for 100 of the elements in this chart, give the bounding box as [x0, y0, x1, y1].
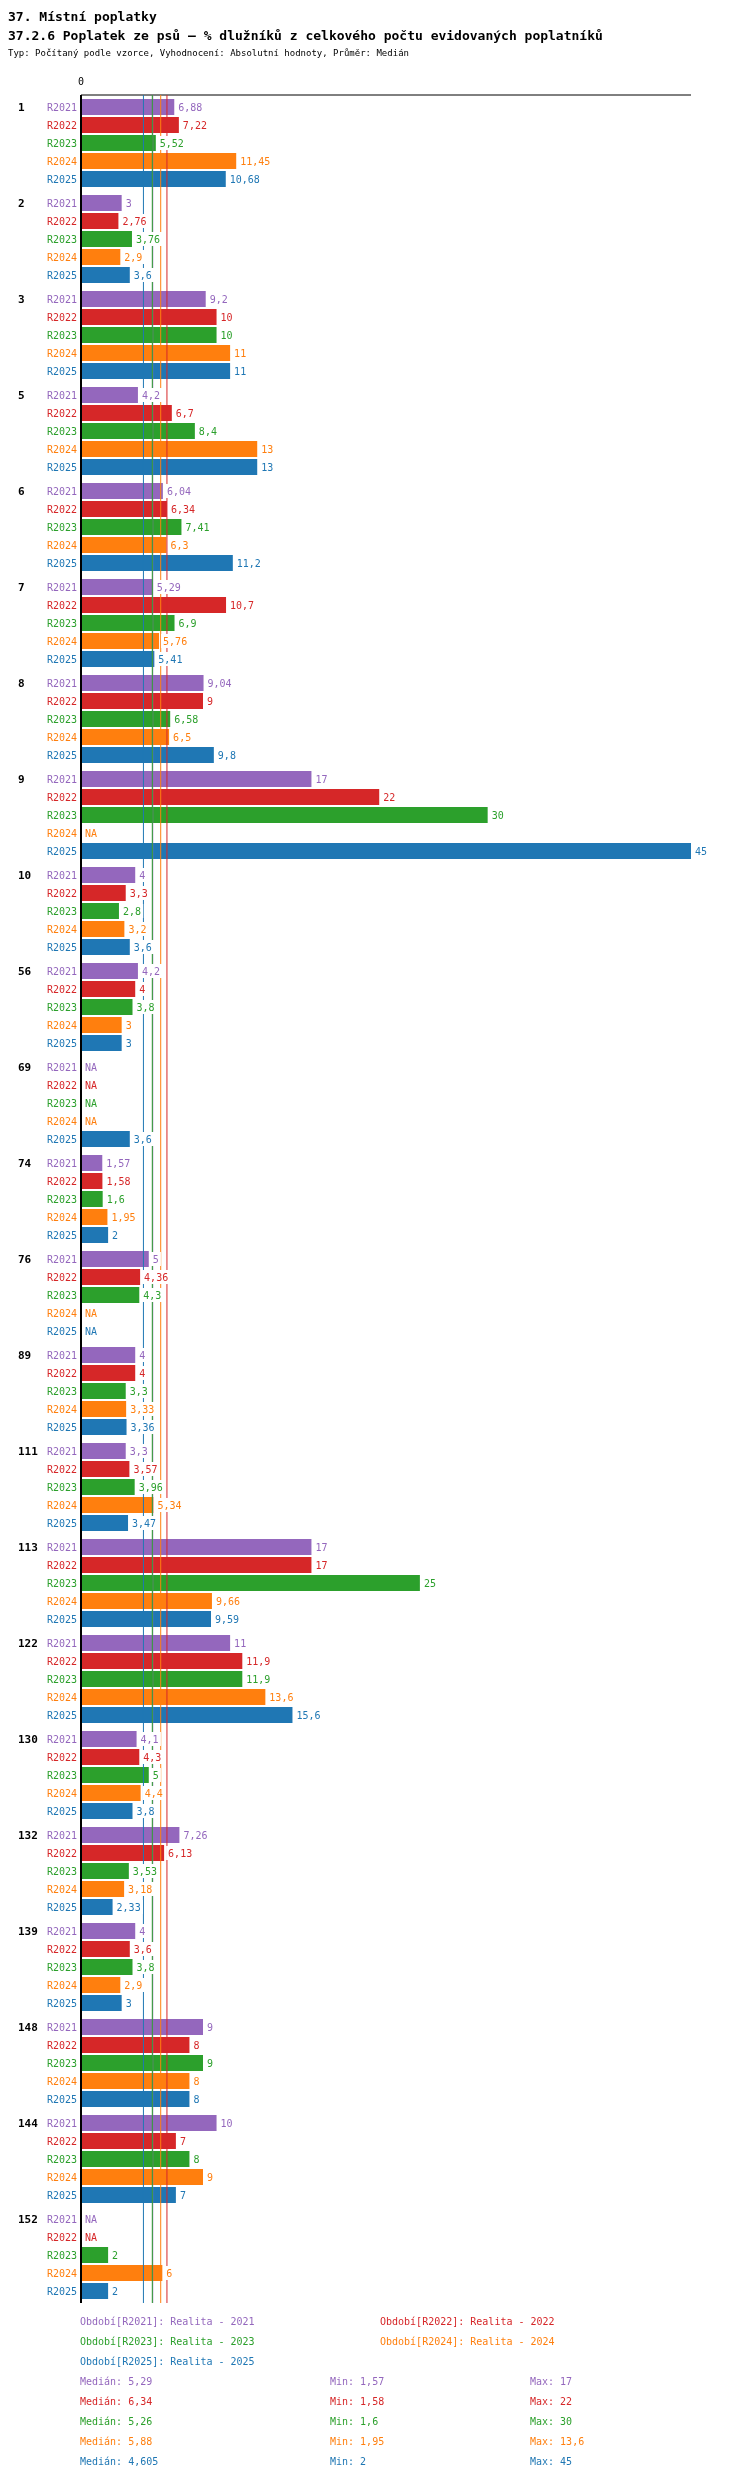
text: R2022: [46, 1463, 77, 1475]
text: R2021: [46, 1925, 77, 1937]
data-label: 5,34: [157, 1499, 182, 1511]
data-label: 3,2: [128, 923, 147, 935]
data-label: 45: [695, 845, 708, 857]
data-label: 4,3: [143, 1751, 162, 1763]
text: R2022: [46, 1751, 77, 1763]
text: R2023: [46, 905, 77, 917]
data-label: 17: [315, 1541, 328, 1553]
text: Max: 30: [530, 2415, 574, 2429]
y-tick-label: 10: [18, 868, 32, 882]
text: R2023: [46, 1577, 77, 1589]
data-label: 7,22: [182, 119, 207, 131]
text: R2023: [46, 809, 77, 821]
data-label: 13,6: [269, 1691, 294, 1703]
y-tick-label: 56: [18, 964, 32, 978]
y-tick-label: 130: [18, 1732, 38, 1746]
text: R2021: [46, 2021, 77, 2033]
data-label: 3,36: [130, 1421, 155, 1433]
data-label: 3,96: [138, 1481, 163, 1493]
data-label: 6: [166, 2267, 173, 2279]
text: Max: 17: [530, 2375, 574, 2389]
text: Medián: 5,88: [80, 2435, 154, 2449]
text: R2021: [46, 1349, 77, 1361]
data-label: 4,2: [141, 965, 160, 977]
y-tick-label: 148: [18, 2020, 38, 2034]
data-label: 9: [207, 2057, 214, 2069]
y-tick-label: 152: [18, 2212, 38, 2226]
text: R2022: [46, 1943, 77, 1955]
text: Min: 1,6: [330, 2415, 380, 2429]
text: R2023: [46, 329, 77, 341]
text: R2023: [46, 1097, 77, 1109]
data-label: 11: [234, 365, 247, 377]
data-label: 25: [423, 1577, 436, 1589]
text: Min: 2: [330, 2455, 368, 2469]
text: Medián: 4,605: [80, 2455, 160, 2469]
y-tick-label: 5: [18, 388, 25, 402]
data-label: 5: [152, 1253, 159, 1265]
text: R2022: [46, 2039, 77, 2051]
data-label: 8: [193, 2039, 200, 2051]
data-label: 3: [125, 1037, 132, 1049]
text: R2024: [46, 2267, 77, 2279]
data-label: 4: [139, 1349, 146, 1361]
data-label: 8: [193, 2093, 200, 2105]
data-label: 3,8: [136, 1805, 155, 1817]
text: R2024: [46, 1883, 77, 1895]
text: R2024: [46, 635, 77, 647]
text: NA: [85, 2231, 98, 2243]
y-tick-label: 144: [18, 2116, 39, 2130]
data-label: 5: [152, 1769, 159, 1781]
text: Max: 22: [530, 2395, 574, 2409]
data-label: 9,8: [217, 749, 236, 761]
text: R2021: [46, 2117, 77, 2129]
series-label: R2022: [46, 119, 77, 131]
text: R2024: [46, 827, 77, 839]
text: R2025: [46, 365, 77, 377]
data-label: 8,4: [198, 425, 217, 437]
text: R2024: [46, 1019, 77, 1031]
text: R2023: [46, 1193, 77, 1205]
y-tick-label: 76: [18, 1252, 32, 1266]
y-tick-label: 6: [18, 484, 25, 498]
text: R2022: [46, 2135, 77, 2147]
text: R2024: [46, 1115, 77, 1127]
y-tick-label: 9: [18, 772, 25, 786]
text: Medián: 5,26: [80, 2415, 154, 2429]
chart-title: 37. Místní poplatky: [8, 8, 158, 26]
text: Medián: 6,34: [80, 2395, 154, 2409]
text: R2024: [46, 1691, 77, 1703]
text: NA: [85, 1115, 98, 1127]
text: Min: 1,95: [330, 2435, 386, 2449]
data-label: 11,9: [246, 1655, 271, 1667]
series-label: R2021: [46, 101, 77, 113]
text: R2025: [46, 1325, 77, 1337]
text: R2021: [46, 485, 77, 497]
text: R2021: [46, 1061, 77, 1073]
text: R2021: [46, 773, 77, 785]
y-tick-label: 2: [18, 196, 25, 210]
data-label: 4: [139, 869, 146, 881]
text: R2025: [46, 2189, 77, 2201]
data-label: 5,52: [159, 137, 184, 149]
text: R2025: [46, 461, 77, 473]
text: R2025: [46, 1613, 77, 1625]
text: Min: 1,58: [330, 2395, 386, 2409]
text: Min: 1,57: [330, 2375, 386, 2389]
data-label: 15,6: [296, 1709, 321, 1721]
data-label: 3,33: [130, 1403, 155, 1415]
text: R2023: [46, 617, 77, 629]
data-label: 6,34: [170, 503, 196, 515]
text: R2024: [46, 2075, 77, 2087]
text: R2025: [46, 1517, 77, 1529]
text: R2022: [46, 1367, 77, 1379]
data-label: 3,6: [133, 1133, 152, 1145]
y-tick-label: 7: [18, 580, 25, 594]
data-label: 5,41: [158, 653, 183, 665]
text: R2021: [46, 1733, 77, 1745]
text: R2022: [46, 1655, 77, 1667]
data-label: 2,9: [124, 1979, 143, 1991]
text: R2025: [46, 557, 77, 569]
text: R2022: [46, 1847, 77, 1859]
y-tick-label: 69: [18, 1060, 32, 1074]
